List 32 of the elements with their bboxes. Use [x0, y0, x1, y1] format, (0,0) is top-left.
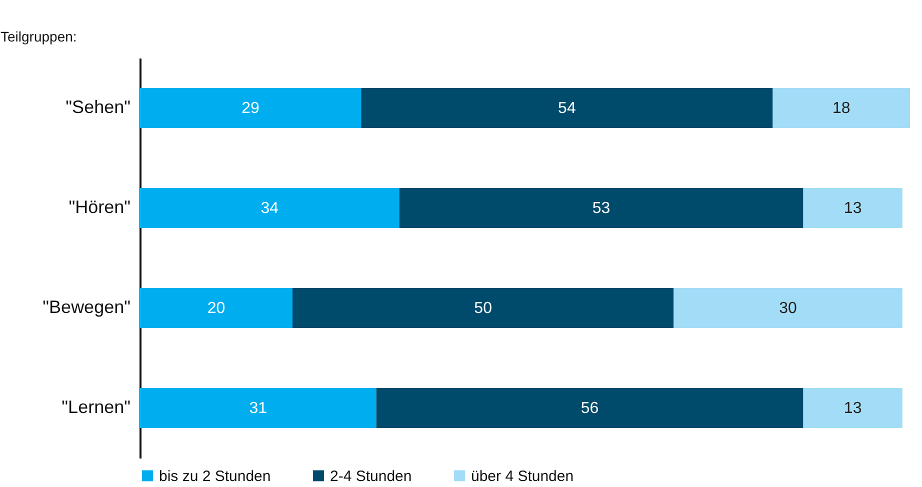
y-tick-label: "Lernen": [62, 397, 130, 417]
data-label: 53: [592, 200, 610, 217]
bar: [140, 188, 400, 228]
data-label: 20: [207, 300, 226, 317]
bar: [376, 388, 804, 428]
bar: [674, 288, 902, 328]
data-label: 18: [832, 100, 850, 117]
legend-label: bis zu 2 Stunden: [159, 468, 271, 485]
data-label: 30: [779, 300, 798, 317]
data-label: 13: [844, 400, 862, 417]
legend-label: über 4 Stunden: [471, 468, 574, 485]
bar: [361, 88, 773, 128]
bar: [803, 388, 902, 428]
bar: [772, 88, 910, 128]
data-label: 34: [260, 200, 279, 217]
y-tick-label: "Sehen": [66, 97, 130, 117]
y-axis-title: Teilgruppen:: [0, 28, 77, 44]
bar: [399, 188, 804, 228]
data-label: 13: [844, 200, 862, 217]
bar: [140, 288, 292, 328]
data-label: 56: [580, 400, 599, 417]
bar: [292, 288, 674, 328]
data-label: 29: [242, 100, 260, 117]
data-label: 50: [474, 300, 492, 317]
y-tick-label: "Bewegen": [42, 297, 130, 317]
bar: [140, 388, 376, 428]
y-tick-label: "Hören": [68, 197, 130, 217]
legend-label: 2-4 Stunden: [330, 468, 412, 485]
data-label: 31: [249, 400, 268, 417]
bar: [803, 188, 902, 228]
bar: [140, 88, 362, 128]
data-label: 54: [558, 100, 576, 117]
